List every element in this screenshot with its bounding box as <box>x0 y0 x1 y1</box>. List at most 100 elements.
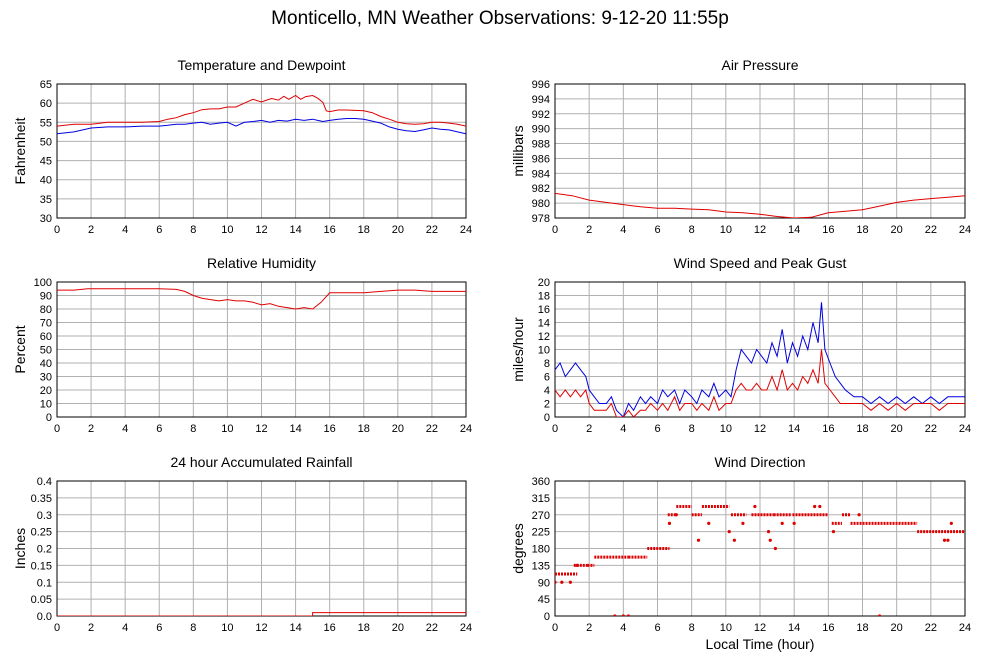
direction-point <box>568 580 572 584</box>
y-tick-label: 40 <box>40 358 52 370</box>
y-tick-label: 0 <box>544 611 550 623</box>
direction-point <box>674 513 678 517</box>
x-tick-label: 20 <box>392 224 404 236</box>
x-tick-label: 8 <box>190 423 196 435</box>
y-tick-label: 180 <box>532 544 550 556</box>
y-tick-label: 20 <box>538 277 550 289</box>
x-tick-label: 2 <box>88 423 94 435</box>
y-tick-label: 70 <box>40 318 52 330</box>
x-tick-label: 6 <box>156 224 162 236</box>
direction-point <box>857 513 861 517</box>
y-tick-label: 35 <box>40 194 52 206</box>
direction-point <box>626 614 631 616</box>
y-tick-label: 0.1 <box>37 577 52 589</box>
x-tick-label: 4 <box>620 622 626 634</box>
y-tick-label: 270 <box>532 510 550 522</box>
x-tick-label: 20 <box>891 224 903 236</box>
x-tick-label: 18 <box>856 224 868 236</box>
y-tick-label: 225 <box>532 527 550 539</box>
y-tick-label: 315 <box>532 493 550 505</box>
direction-point <box>792 521 796 525</box>
direction-point <box>727 530 731 534</box>
chart-title: Wind Direction <box>714 454 805 470</box>
x-tick-label: 0 <box>54 423 60 435</box>
plot-border <box>554 480 966 617</box>
x-tick-label: 20 <box>891 622 903 634</box>
x-tick-label: 20 <box>891 423 903 435</box>
direction-point <box>877 614 882 616</box>
y-tick-label: 55 <box>40 117 52 129</box>
x-tick-label: 18 <box>856 423 868 435</box>
x-tick-label: 8 <box>689 622 695 634</box>
series-line-0 <box>57 288 466 310</box>
y-tick-label: 0 <box>544 412 550 424</box>
x-tick-label: 18 <box>358 423 370 435</box>
series-line-0 <box>57 94 466 127</box>
y-tick-label: 50 <box>40 345 52 357</box>
series-group <box>555 302 965 417</box>
y-tick-label: 90 <box>40 291 52 303</box>
y-axis-label: Fahrenheit <box>12 117 28 184</box>
y-tick-label: 978 <box>532 213 550 225</box>
direction-point <box>707 521 711 525</box>
x-tick-label: 14 <box>289 224 301 236</box>
y-tick-label: 135 <box>532 560 550 572</box>
x-tick-label: 10 <box>720 423 732 435</box>
x-tick-label: 18 <box>358 622 370 634</box>
x-tick-label: 16 <box>324 224 336 236</box>
y-tick-label: 0.25 <box>31 527 52 539</box>
x-tick-label: 12 <box>255 423 267 435</box>
y-axis-label: miles/hour <box>510 317 526 382</box>
x-tick-label: 14 <box>289 423 301 435</box>
x-tick-label: 24 <box>959 622 971 634</box>
y-tick-label: 30 <box>40 213 52 225</box>
y-tick-label: 986 <box>532 153 550 165</box>
x-tick-label: 16 <box>324 423 336 435</box>
chart-title: Air Pressure <box>721 57 798 73</box>
chart-direction: 0 2 4 6 8 10 12 14 16 18 20 22 240459013518022527031… <box>510 454 971 634</box>
x-tick-label: 0 <box>54 224 60 236</box>
page-title: Monticello, MN Weather Observations: 9-1… <box>271 8 729 29</box>
x-tick-label: 16 <box>324 622 336 634</box>
y-tick-label: 14 <box>538 318 550 330</box>
chart-pressure: 0 2 4 6 8 10 12 14 16 18 20 22 249789809829849869889… <box>510 57 971 236</box>
series-group <box>57 612 466 616</box>
y-tick-label: 2 <box>544 399 550 411</box>
y-tick-label: 100 <box>34 277 52 289</box>
y-tick-label: 980 <box>532 198 550 210</box>
x-tick-label: 4 <box>122 423 128 435</box>
x-tick-label: 20 <box>392 423 404 435</box>
x-tick-label: 18 <box>856 622 868 634</box>
y-tick-label: 20 <box>40 385 52 397</box>
y-axis-label: degrees <box>510 523 526 574</box>
direction-point <box>946 538 950 542</box>
x-tick-label: 12 <box>754 622 766 634</box>
y-tick-label: 988 <box>532 139 550 151</box>
y-tick-label: 0.15 <box>31 560 52 572</box>
x-tick-label: 10 <box>221 622 233 634</box>
direction-point <box>613 614 617 616</box>
x-tick-label: 10 <box>720 622 732 634</box>
y-tick-label: 982 <box>532 183 550 195</box>
x-tick-label: 10 <box>221 224 233 236</box>
y-axis-label: Inches <box>12 528 28 569</box>
x-tick-label: 24 <box>959 423 971 435</box>
x-tick-label: 10 <box>221 423 233 435</box>
plot-border <box>56 281 467 418</box>
direction-point <box>621 614 625 616</box>
chart-title: Relative Humidity <box>207 255 316 271</box>
series-group <box>57 94 466 135</box>
x-tick-label: 2 <box>88 622 94 634</box>
series-line-0 <box>555 192 965 218</box>
y-tick-label: 45 <box>538 594 550 606</box>
x-tick-label: 8 <box>190 224 196 236</box>
y-tick-label: 4 <box>544 385 550 397</box>
x-tick-label: 14 <box>788 622 800 634</box>
direction-point <box>780 521 784 525</box>
x-tick-label: 12 <box>255 622 267 634</box>
x-tick-label: 4 <box>122 622 128 634</box>
direction-point <box>818 504 822 509</box>
x-tick-label: 18 <box>358 224 370 236</box>
x-tick-label: 0 <box>552 224 558 236</box>
